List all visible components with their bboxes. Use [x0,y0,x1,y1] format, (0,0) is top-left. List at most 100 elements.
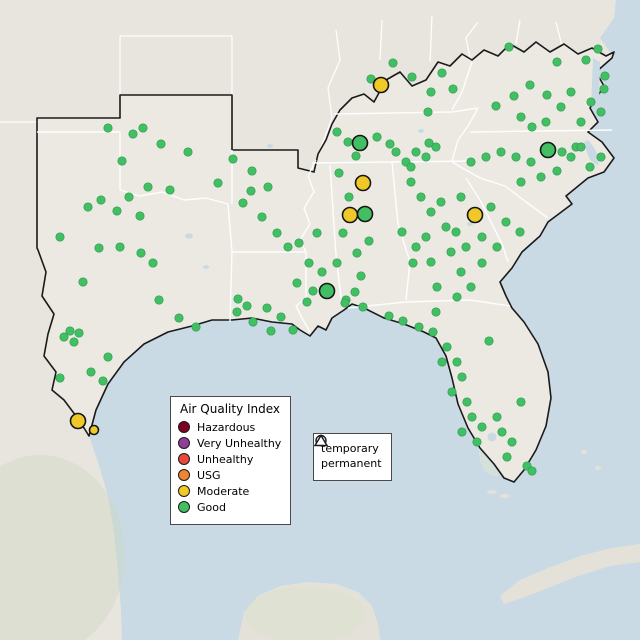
station-marker-good [516,112,526,122]
aqi-legend-label: Unhealthy [197,452,254,466]
station-marker-good [541,117,551,127]
station-marker-good [462,397,472,407]
station-marker-good [385,139,395,149]
station-markers-small [55,42,610,476]
station-marker-good [59,332,69,342]
aqi-legend: Air Quality Index Hazardous Very Unhealth… [170,396,292,525]
station-marker-good [414,322,424,332]
station-marker-good [304,258,314,268]
station-marker-good [332,127,342,137]
station-marker-good [421,232,431,242]
station-marker-good [566,87,576,97]
station-marker-good [511,152,521,162]
station-marker-good [436,197,446,207]
station-marker-good [308,286,318,296]
aqi-legend-item: Hazardous [178,421,281,433]
station-marker-good [74,328,84,338]
aqi-legend-label: Hazardous [197,420,256,434]
station-marker-good [317,267,327,277]
bahamas-island [581,450,587,454]
station-marker-good [165,185,175,195]
station-marker-good [431,307,441,317]
station-marker-good [466,282,476,292]
station-marker-good [536,172,546,182]
station-marker-good [477,422,487,432]
station-marker-good [183,147,193,157]
station-marker-good [452,292,462,302]
station-marker-good [492,412,502,422]
aqi-legend-label: Good [197,500,226,514]
station-marker-good [596,152,606,162]
aqi-legend-label: Moderate [197,484,250,498]
station-marker-good [238,198,248,208]
station-marker-good [148,258,158,268]
bahamas-island [595,466,601,470]
station-marker-good [556,102,566,112]
region-outline [36,41,615,483]
station-marker-moderate [466,206,484,224]
station-marker-good [138,123,148,133]
station-marker-good [262,303,272,313]
station-marker-good [408,258,418,268]
station-marker-good [516,397,526,407]
station-marker-good [318,282,336,300]
station-marker-good [484,336,494,346]
station-marker-good [55,232,65,242]
station-marker-good [452,357,462,367]
station-marker-good [86,367,96,377]
station-marker-good [451,227,461,237]
station-marker-good [431,142,441,152]
aqi-legend-title: Air Quality Index [180,402,281,416]
station-marker-good [294,238,304,248]
shape-legend-row-permanent: permanent [314,434,382,470]
station-marker-good [69,337,79,347]
station-marker-good [292,278,302,288]
station-marker-good [344,192,354,202]
shape-legend-label: permanent [321,457,382,470]
station-marker-good [288,325,298,335]
station-marker-good [467,412,477,422]
station-marker-good [557,147,567,157]
station-marker-good [343,137,353,147]
station-marker-good [356,271,366,281]
aqi-legend-label: USG [197,468,221,482]
aqi-legend-item: Moderate [178,485,281,497]
station-marker-good [599,84,609,94]
station-marker-good [406,162,416,172]
station-marker-good [581,55,591,65]
station-marker-good [248,317,258,327]
aqi-legend-item: Very Unhealthy [178,437,281,449]
aqi-swatch-icon [178,485,190,497]
station-marker-good [358,302,368,312]
station-marker-good [143,182,153,192]
station-marker-good [539,141,557,159]
station-marker-good [527,466,537,476]
station-marker-good [585,162,595,172]
station-marker-good [426,207,436,217]
station-marker-good [272,228,282,238]
station-marker-good [263,182,273,192]
station-marker-good [174,313,184,323]
station-marker-good [442,342,452,352]
station-marker-good [525,80,535,90]
station-marker-good [421,152,431,162]
station-marker-good [332,258,342,268]
station-marker-good [515,227,525,237]
station-marker-good [456,192,466,202]
station-marker-good [586,97,596,107]
station-marker-good [94,243,104,253]
station-marker-good [334,168,344,178]
station-marker-good [366,74,376,84]
station-marker-good [398,316,408,326]
station-marker-good [115,242,125,252]
station-marker-good [283,242,293,252]
station-marker-good [552,57,562,67]
station-marker-good [448,84,458,94]
station-marker-good [103,123,113,133]
station-marker-good [486,202,496,212]
cuba-land [500,544,640,604]
station-marker-good [502,452,512,462]
station-marker-good [407,72,417,82]
station-marker-good [456,267,466,277]
